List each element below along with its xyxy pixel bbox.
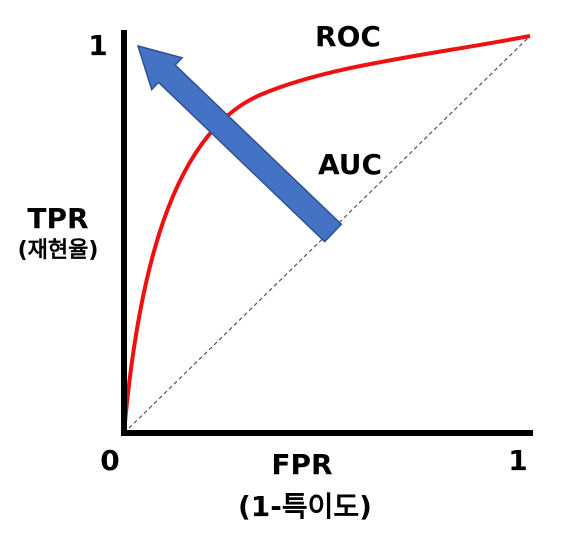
- area-label: AUC: [318, 148, 382, 181]
- arrow: [136, 44, 343, 243]
- x-title: FPR: [271, 448, 332, 481]
- y-title: TPR: [27, 202, 88, 235]
- x-max-label: 1: [508, 444, 527, 477]
- y-subtitle: (재현율): [18, 238, 99, 263]
- origin-label: 0: [100, 444, 119, 477]
- roc-curve: [122, 34, 531, 434]
- y-max-label: 1: [88, 29, 107, 62]
- curve-label: ROC: [315, 20, 381, 53]
- x-subtitle: (1-특이도): [238, 490, 372, 523]
